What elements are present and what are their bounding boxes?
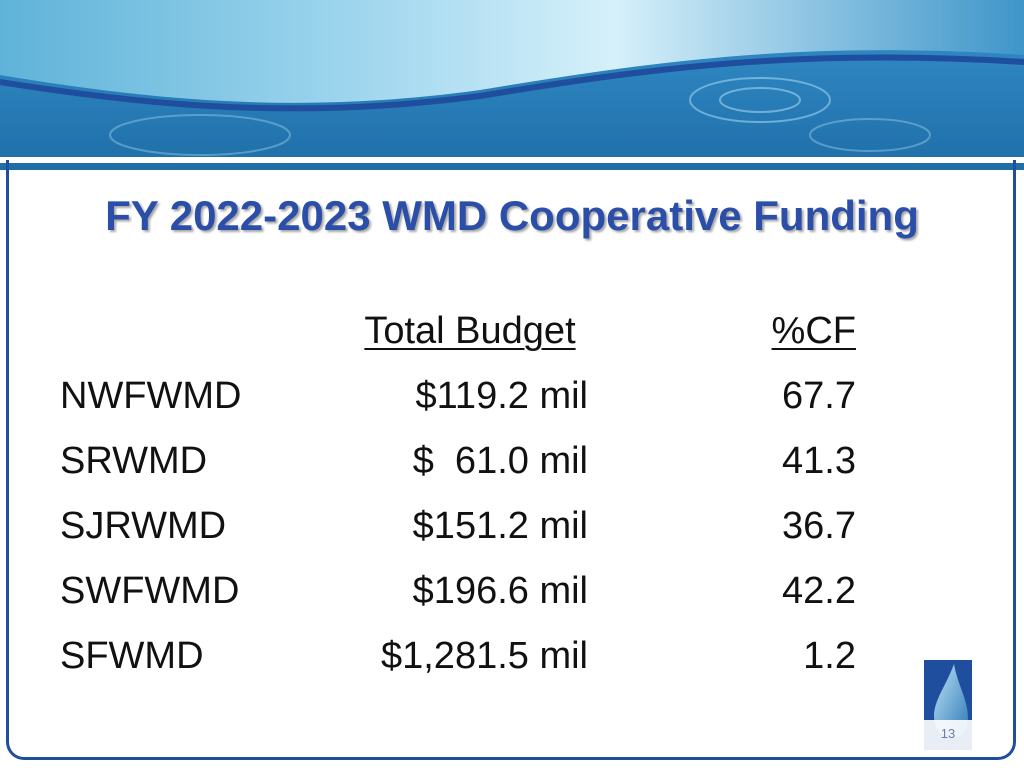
district-cf: 42.2	[782, 570, 856, 612]
water-drop-icon	[924, 660, 972, 750]
district-name: SJRWMD	[60, 505, 227, 547]
table-row: SJRWMD $151.2 mil 36.7	[60, 505, 890, 570]
header-total-budget: Total Budget	[364, 310, 576, 352]
table-header-row: Total Budget %CF	[60, 310, 890, 375]
table-row: NWFWMD $119.2 mil 67.7	[60, 375, 890, 440]
table-row: SFWMD $1,281.5 mil 1.2	[60, 635, 890, 700]
district-cf: 1.2	[803, 635, 856, 677]
district-cf: 36.7	[782, 505, 856, 547]
district-budget: $119.2 mil	[415, 375, 588, 417]
district-cf: 67.7	[782, 375, 856, 417]
district-budget: $196.6 mil	[412, 570, 588, 612]
slide-title: FY 2022-2023 WMD Cooperative Funding	[105, 192, 919, 239]
district-budget: $1,281.5 mil	[380, 635, 588, 677]
district-cf: 41.3	[782, 440, 856, 482]
table-row: SWFWMD $196.6 mil 42.2	[60, 570, 890, 635]
water-banner-image	[0, 0, 1024, 170]
funding-table: Total Budget %CF NWFWMD $119.2 mil 67.7 …	[60, 310, 890, 700]
district-budget: $ 61.0 mil	[412, 440, 588, 482]
table-row: SRWMD $ 61.0 mil 41.3	[60, 440, 890, 505]
district-name: SFWMD	[60, 635, 204, 677]
page-number: 13	[940, 726, 956, 741]
header-percent-cf: %CF	[771, 310, 856, 352]
district-name: SWFWMD	[60, 570, 240, 612]
district-budget: $151.2 mil	[412, 505, 588, 547]
district-name: NWFWMD	[60, 375, 242, 417]
district-name: SRWMD	[60, 440, 208, 482]
slide-frame	[6, 160, 1016, 760]
